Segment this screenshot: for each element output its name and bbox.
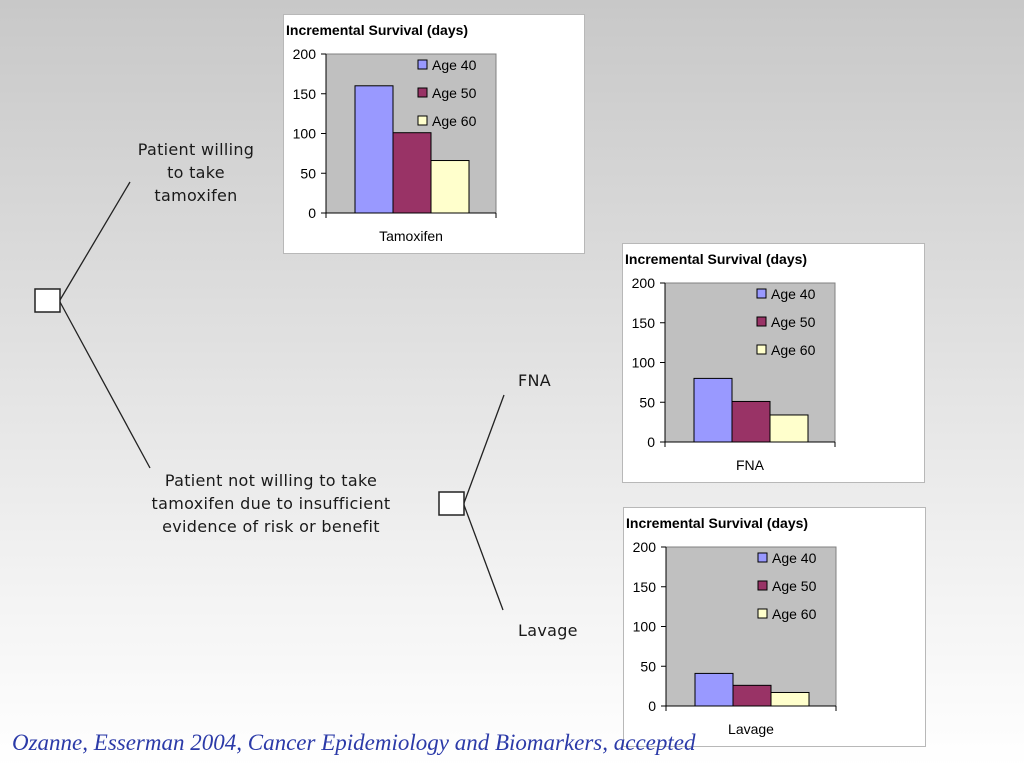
legend-swatch <box>757 580 768 591</box>
chart-fna-svg: Incremental Survival (days) 0 50 100 150 200 F… <box>625 251 836 473</box>
bar-age-50 <box>392 132 432 214</box>
bar-age-40 <box>354 85 394 214</box>
y-tick-label: 150 <box>632 315 656 331</box>
option-label-lavage: Lavage <box>518 621 578 640</box>
legend-swatch <box>757 608 768 619</box>
x-category-label: FNA <box>736 457 765 473</box>
legend-swatch <box>756 344 767 355</box>
y-tick-label: 100 <box>293 126 317 142</box>
chart-lavage: Incremental Survival (days) 0 50 100 150 200 L… <box>623 507 926 747</box>
legend-label: Age 40 <box>771 286 816 302</box>
chart-title: Incremental Survival (days) <box>286 22 468 38</box>
legend-label: Age 50 <box>772 578 817 594</box>
branch-label-no-tamoxifen-line: evidence of risk or benefit <box>162 517 380 536</box>
legend-label: Age 40 <box>772 550 817 566</box>
y-tick-label: 0 <box>647 434 655 450</box>
branch-label-no-tamoxifen: Patient not willing to take tamoxifen du… <box>126 469 416 538</box>
y-tick-label: 200 <box>632 275 656 291</box>
branch-label-no-tamoxifen-line: tamoxifen due to insufficient <box>151 494 391 513</box>
legend-swatch <box>757 552 768 563</box>
branch-label-tamoxifen-line: tamoxifen <box>154 186 238 205</box>
legend-swatch <box>417 115 428 126</box>
legend-label: Age 60 <box>772 606 817 622</box>
y-tick-label: 150 <box>633 579 657 595</box>
decision-node-root <box>34 288 61 313</box>
branch-label-tamoxifen: Patient willing to take tamoxifen <box>116 138 276 207</box>
legend-swatch <box>756 288 767 299</box>
legend-label: Age 60 <box>432 113 477 129</box>
bar-age-60 <box>770 691 810 707</box>
bar-age-50 <box>731 400 771 443</box>
citation: Ozanne, Esserman 2004, Cancer Epidemiolo… <box>12 730 696 755</box>
chart-title: Incremental Survival (days) <box>625 251 807 267</box>
branch-label-tamoxifen-line: to take <box>167 163 225 182</box>
y-tick-label: 100 <box>632 355 656 371</box>
x-category-label: Lavage <box>728 721 774 737</box>
legend-swatch <box>417 59 428 70</box>
legend-label: Age 60 <box>771 342 816 358</box>
branch-label-no-tamoxifen-line: Patient not willing to take <box>164 471 378 490</box>
legend-label: Age 50 <box>771 314 816 330</box>
legend-label: Age 50 <box>432 85 477 101</box>
chart-tamoxifen-svg: Incremental Survival (days) 0 50 100 150 200 T… <box>286 22 497 244</box>
y-tick-label: 100 <box>633 619 657 635</box>
bar-age-60 <box>430 160 470 214</box>
y-tick-label: 50 <box>639 394 655 410</box>
y-tick-label: 50 <box>640 658 656 674</box>
y-tick-label: 0 <box>648 698 656 714</box>
bar-age-40 <box>693 377 733 443</box>
plot-area <box>665 546 837 707</box>
y-tick-label: 200 <box>633 539 657 555</box>
chart-lavage-svg: Incremental Survival (days) 0 50 100 150 200 L… <box>626 515 837 737</box>
chart-tamoxifen: Incremental Survival (days) 0 50 100 150 200 T… <box>283 14 585 254</box>
y-tick-label: 200 <box>293 46 317 62</box>
branch-line-no-tamoxifen <box>59 301 151 469</box>
y-tick-label: 50 <box>300 165 316 181</box>
chart-fna: Incremental Survival (days) 0 50 100 150 200 F… <box>622 243 925 483</box>
branch-label-tamoxifen-line: Patient willing <box>137 140 255 159</box>
y-tick-label: 150 <box>293 86 317 102</box>
legend-swatch <box>756 316 767 327</box>
chart-title: Incremental Survival (days) <box>626 515 808 531</box>
y-tick-label: 0 <box>308 205 316 221</box>
x-category-label: Tamoxifen <box>379 228 443 244</box>
bar-age-60 <box>769 414 809 443</box>
bar-age-50 <box>732 684 772 707</box>
legend-swatch <box>417 87 428 98</box>
decision-node-test <box>438 491 465 516</box>
legend-label: Age 40 <box>432 57 477 73</box>
branch-line-lavage <box>463 504 504 611</box>
bar-age-40 <box>694 672 734 707</box>
option-label-fna: FNA <box>518 371 552 390</box>
branch-line-fna <box>463 394 505 504</box>
branch-line-tamoxifen <box>59 181 131 301</box>
